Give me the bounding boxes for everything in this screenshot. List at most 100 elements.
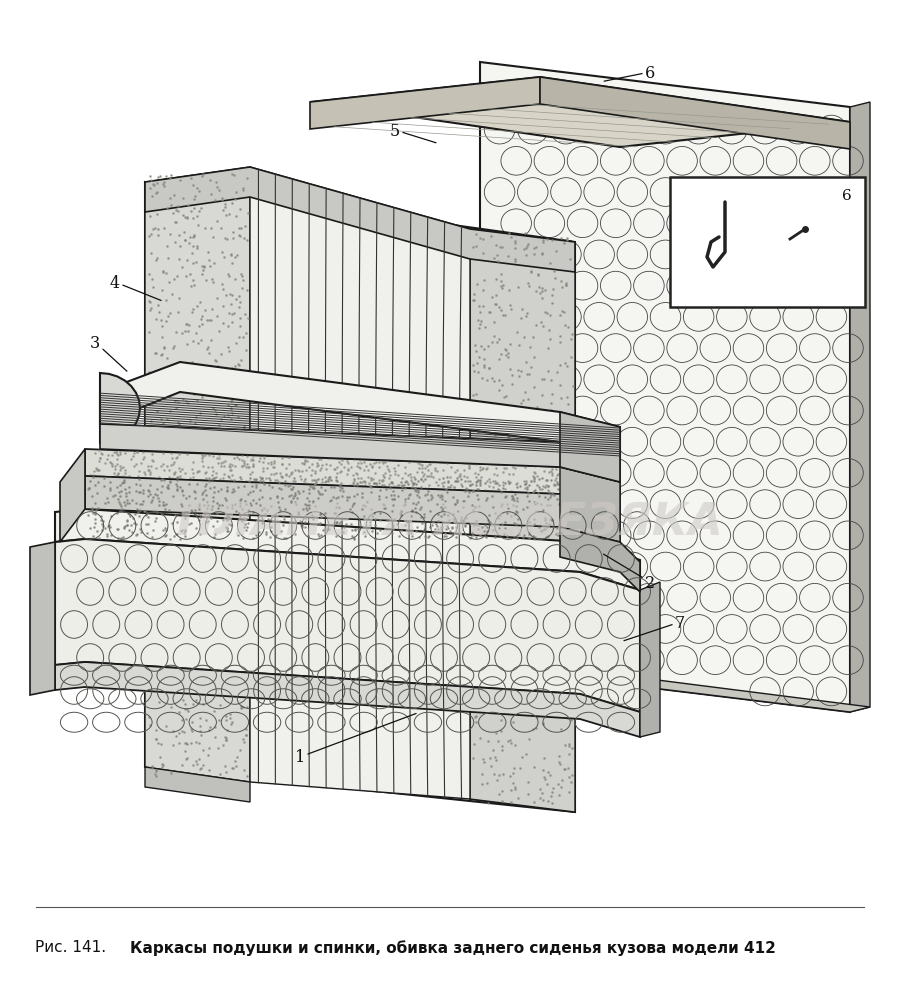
Point xyxy=(331,454,346,470)
Point xyxy=(126,510,140,526)
Point xyxy=(364,508,379,524)
Point xyxy=(221,206,236,222)
Point xyxy=(322,470,337,486)
Point xyxy=(288,526,302,542)
Point xyxy=(496,595,510,611)
Point xyxy=(475,447,490,463)
Point xyxy=(119,486,133,502)
Point xyxy=(153,481,167,497)
Point xyxy=(498,686,512,702)
Point xyxy=(121,492,135,508)
Point xyxy=(346,497,360,513)
Point xyxy=(157,381,171,397)
Point xyxy=(401,447,416,463)
Point xyxy=(497,461,511,477)
Point xyxy=(500,350,515,366)
Point xyxy=(142,492,157,508)
Point xyxy=(508,461,522,477)
Point xyxy=(524,490,538,506)
Point xyxy=(549,535,563,551)
Point xyxy=(334,457,348,473)
Point xyxy=(424,466,438,482)
Point xyxy=(518,533,533,549)
Point xyxy=(202,448,216,464)
Point xyxy=(207,257,221,273)
Point xyxy=(152,168,166,184)
Point xyxy=(272,500,286,516)
Point xyxy=(541,691,555,707)
Point xyxy=(527,760,542,776)
Point xyxy=(224,530,238,546)
Point xyxy=(234,459,248,475)
Point xyxy=(103,519,117,535)
Point xyxy=(157,446,171,462)
Point xyxy=(238,491,252,507)
Point xyxy=(534,315,548,331)
Point xyxy=(232,489,247,505)
Point xyxy=(482,496,497,512)
Point xyxy=(534,495,548,511)
Point xyxy=(202,480,217,496)
Point xyxy=(482,654,497,670)
Point xyxy=(562,460,577,476)
Point xyxy=(298,519,312,535)
Point xyxy=(564,427,579,443)
Point xyxy=(487,250,501,267)
Point xyxy=(590,491,604,507)
Point xyxy=(307,480,321,496)
Point xyxy=(191,433,205,449)
Point xyxy=(542,485,556,501)
Point xyxy=(561,486,575,502)
Point xyxy=(408,447,422,463)
Point xyxy=(554,721,568,737)
Polygon shape xyxy=(640,582,660,737)
Point xyxy=(101,495,115,511)
Point xyxy=(219,732,233,748)
Point xyxy=(118,473,132,489)
Point xyxy=(233,499,248,515)
Point xyxy=(210,655,224,671)
Point xyxy=(218,496,232,512)
Point xyxy=(185,210,200,226)
Point xyxy=(189,468,203,484)
Point xyxy=(104,472,119,488)
Point xyxy=(503,508,517,524)
Point xyxy=(263,499,277,515)
Point xyxy=(225,467,239,483)
Point xyxy=(593,444,608,460)
Point xyxy=(122,523,136,539)
Point xyxy=(584,495,598,511)
Point xyxy=(482,474,497,490)
Point xyxy=(142,555,157,571)
Point xyxy=(546,478,561,494)
Point xyxy=(375,454,390,470)
Point xyxy=(533,781,547,797)
Point xyxy=(377,482,392,498)
Point xyxy=(233,742,248,759)
Point xyxy=(164,699,178,715)
Point xyxy=(83,468,97,484)
Point xyxy=(266,459,281,475)
Point xyxy=(472,350,486,366)
Point xyxy=(215,459,230,475)
Point xyxy=(436,475,451,491)
Point xyxy=(181,197,195,213)
Point xyxy=(193,447,207,463)
Point xyxy=(205,490,220,506)
Point xyxy=(265,467,279,483)
Point xyxy=(209,576,223,592)
Point xyxy=(331,490,346,506)
Point xyxy=(151,227,166,243)
Point xyxy=(541,528,555,544)
Point xyxy=(100,527,114,543)
Point xyxy=(184,713,199,729)
Point xyxy=(213,459,228,475)
Point xyxy=(214,498,229,514)
Point xyxy=(505,594,519,610)
Point xyxy=(491,443,506,459)
Point xyxy=(194,521,209,537)
Point xyxy=(264,455,278,471)
Point xyxy=(159,314,174,330)
Point xyxy=(399,474,413,490)
Point xyxy=(152,498,166,514)
